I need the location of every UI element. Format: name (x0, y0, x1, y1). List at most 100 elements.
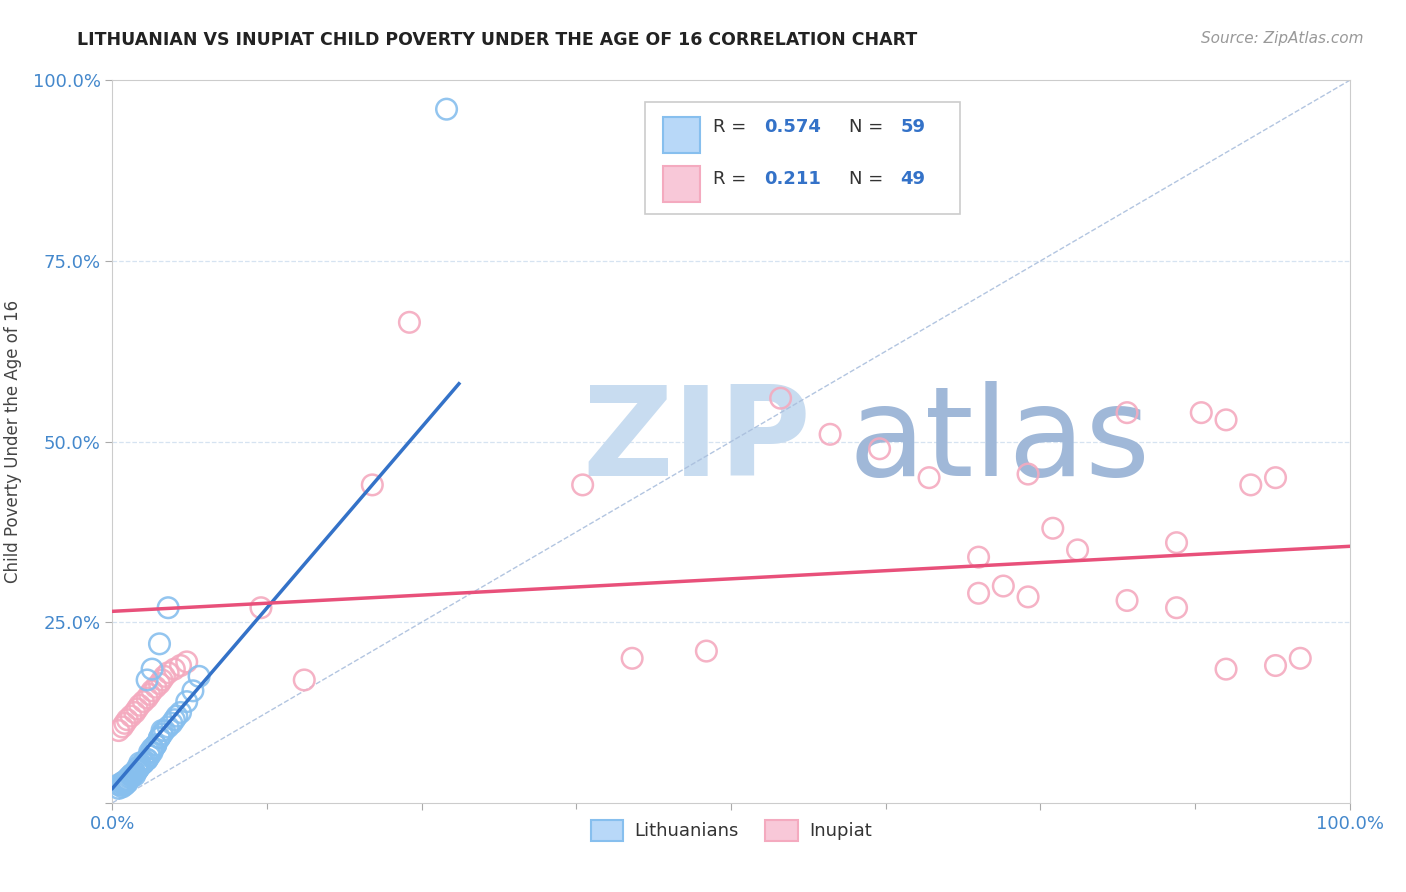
Point (695, 644, 717, 658)
Text: N =: N = (849, 118, 889, 136)
Point (127, 764, 149, 778)
Point (128, 756, 150, 770)
Point (107, 781, 129, 796)
Point (132, 756, 155, 770)
Point (114, 775, 136, 789)
Point (1215, 662, 1237, 676)
Point (120, 768, 142, 782)
Point (160, 716, 183, 731)
Point (117, 774, 139, 789)
Point (169, 658, 191, 673)
Point (148, 637, 170, 651)
Text: atlas: atlas (849, 381, 1150, 502)
Point (141, 683, 163, 698)
Point (120, 768, 142, 782)
Text: 59: 59 (901, 118, 925, 136)
Point (128, 698, 150, 713)
Point (117, 713, 139, 727)
Point (128, 760, 150, 774)
Point (141, 745, 163, 759)
Point (1264, 470, 1286, 484)
Point (1116, 406, 1139, 420)
Point (188, 669, 211, 683)
FancyBboxPatch shape (644, 102, 960, 214)
Point (250, 600, 273, 615)
Point (124, 765, 146, 780)
Point (1240, 478, 1263, 492)
Point (132, 695, 155, 709)
Point (1017, 467, 1039, 481)
Point (993, 579, 1015, 593)
Point (153, 723, 176, 738)
Point (117, 772, 139, 787)
Point (967, 550, 990, 565)
Point (117, 771, 139, 785)
Point (967, 586, 990, 600)
Point (120, 771, 142, 785)
Point (166, 709, 188, 723)
Point (869, 442, 891, 456)
Point (141, 662, 163, 676)
Text: Source: ZipAtlas.com: Source: ZipAtlas.com (1201, 31, 1364, 46)
Text: 0.211: 0.211 (765, 169, 821, 188)
Point (150, 727, 173, 741)
Point (1116, 593, 1139, 607)
Point (114, 778, 136, 792)
Text: 0.574: 0.574 (765, 118, 821, 136)
Point (571, 478, 593, 492)
Point (136, 691, 159, 706)
Text: R =: R = (713, 118, 752, 136)
Point (148, 676, 170, 690)
Point (138, 748, 160, 763)
Text: 49: 49 (901, 169, 925, 188)
Y-axis label: Child Poverty Under the Age of 16: Child Poverty Under the Age of 16 (4, 300, 21, 583)
Point (124, 706, 146, 720)
Point (136, 752, 159, 766)
Point (127, 764, 149, 778)
Point (114, 716, 136, 731)
Point (1166, 600, 1188, 615)
Point (145, 738, 167, 752)
Point (361, 478, 384, 492)
Point (136, 752, 159, 766)
Point (176, 695, 198, 709)
Point (150, 723, 173, 738)
Text: R =: R = (713, 169, 752, 188)
Point (117, 772, 139, 787)
Point (138, 745, 160, 759)
Point (163, 662, 186, 676)
Point (436, 102, 458, 116)
Point (918, 470, 941, 484)
Point (134, 754, 156, 768)
Point (114, 774, 136, 789)
Point (150, 673, 173, 687)
FancyBboxPatch shape (664, 166, 700, 202)
Point (138, 687, 160, 701)
Point (769, 391, 792, 405)
Point (1264, 658, 1286, 673)
Point (157, 665, 180, 680)
Point (398, 315, 420, 329)
Point (120, 709, 142, 723)
Point (128, 760, 150, 774)
Point (127, 761, 149, 775)
Point (132, 756, 155, 770)
Point (292, 673, 315, 687)
Point (111, 780, 134, 794)
Point (121, 767, 143, 781)
Point (153, 669, 176, 683)
Legend: Lithuanians, Inupiat: Lithuanians, Inupiat (583, 813, 879, 848)
Point (157, 720, 180, 734)
Point (1189, 406, 1212, 420)
Point (117, 775, 139, 789)
Point (1066, 542, 1088, 557)
Point (124, 768, 146, 782)
Point (127, 761, 149, 775)
Point (1042, 521, 1064, 535)
Point (148, 731, 170, 745)
Point (1215, 413, 1237, 427)
Point (1289, 651, 1312, 665)
Point (157, 600, 180, 615)
Point (124, 765, 146, 780)
Point (163, 713, 186, 727)
